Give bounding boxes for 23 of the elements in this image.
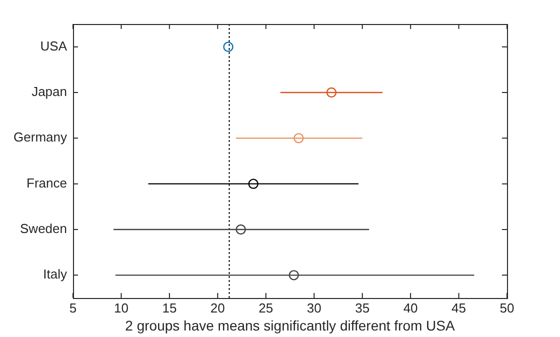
y-tick-label: Sweden: [20, 221, 67, 236]
point: [294, 133, 304, 144]
x-tick-label: 45: [452, 300, 466, 316]
x-tick-label: 10: [114, 300, 128, 316]
y-tick-label: France: [26, 175, 67, 190]
point: [288, 270, 299, 280]
x-tick-label: 35: [355, 300, 370, 316]
y-tick-label: Italy: [43, 266, 68, 282]
x-tick-label: 50: [500, 300, 514, 316]
y-tick-label: Germany: [14, 130, 68, 145]
y-tick-label: USA: [40, 38, 68, 54]
x-tick-label: 25: [258, 300, 274, 316]
point: [326, 87, 337, 98]
point: [236, 224, 246, 235]
point: [248, 178, 258, 189]
x-tick-label: 5: [69, 300, 77, 316]
x-tick-label: 20: [210, 300, 225, 316]
x-tick-label: 40: [403, 300, 418, 316]
y-tick-label: Japan: [32, 84, 67, 100]
point: [223, 42, 234, 52]
x-tick-label: 30: [306, 300, 322, 316]
x-axis-title: 2 groups have means significantly different from USA: [125, 317, 456, 334]
x-tick-label: 15: [162, 300, 177, 316]
